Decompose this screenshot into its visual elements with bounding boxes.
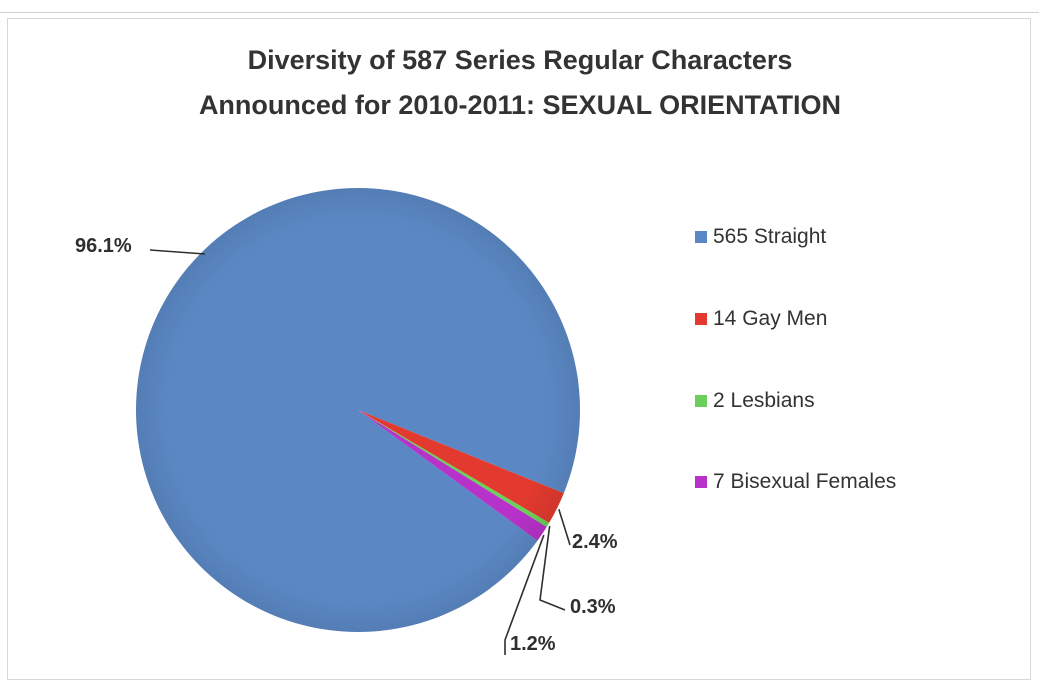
legend-label-gay-men: 14 Gay Men (713, 307, 828, 330)
chart-title-line-2: Announced for 2010-2011: SEXUAL ORIENTAT… (198, 90, 842, 120)
legend-swatch-gay-men (695, 313, 707, 325)
chart-title-line-1: Diversity of 587 Series Regular Characte… (247, 45, 793, 75)
legend-swatch-bisexual-females (695, 476, 707, 488)
data-label-gay-men: 2.4% (572, 531, 618, 553)
legend-swatch-lesbians (695, 395, 707, 407)
legend-label-lesbians: 2 Lesbians (713, 389, 815, 412)
top-strip (0, 0, 1039, 13)
legend-label-bisexual-females: 7 Bisexual Females (713, 470, 897, 493)
legend-swatch-straight (695, 231, 707, 243)
data-label-straight: 96.1% (75, 235, 132, 257)
legend-label-straight: 565 Straight (713, 225, 827, 248)
leader-line-gay-men (558, 508, 571, 546)
data-label-lesbians: 0.3% (570, 596, 616, 618)
leader-line-straight (149, 249, 206, 255)
leader-line-bisexual-females (504, 534, 545, 655)
leader-line-lesbians (539, 525, 566, 611)
pie-shading (136, 188, 580, 632)
data-label-bisexual-females: 1.2% (510, 633, 556, 655)
